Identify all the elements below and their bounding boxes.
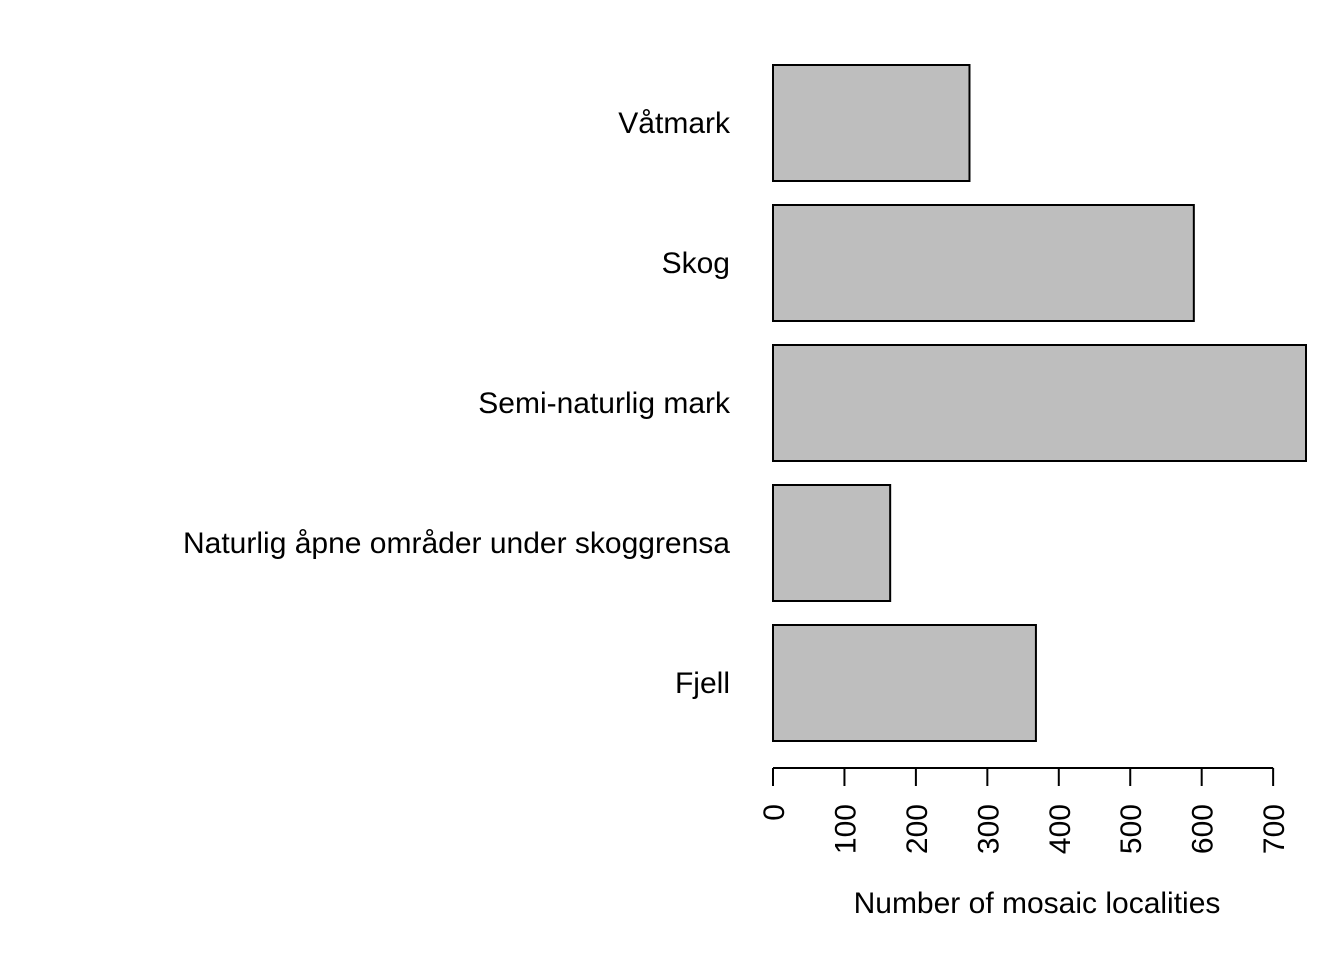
category-label-skog: Skog [662,247,730,280]
x-tick-label: 200 [901,804,934,854]
category-label-semi-naturlig-mark: Semi-naturlig mark [478,387,731,420]
category-label-naturlig-apne-omrader-under-skoggrensa: Naturlig åpne områder under skoggrensa [183,527,730,560]
x-tick-label: 300 [972,804,1005,854]
category-labels-group: Fjell Naturlig åpne områder under skoggre… [183,107,731,700]
bar-semi-naturlig-mark [772,344,1307,462]
x-tick-label: 700 [1258,804,1291,854]
x-axis: 0 100 200 300 400 500 600 700 [758,767,1291,854]
x-tick-label: 400 [1044,804,1077,854]
bar-naturlig-apne-omrader-under-skoggrensa [772,484,892,602]
x-axis-ticks: 0 100 200 300 400 500 600 700 [758,768,1291,854]
bars-group [772,64,1307,742]
x-tick-label: 0 [758,804,791,821]
bar-skog [772,204,1195,322]
bar-vatmark [772,64,971,182]
x-tick-label: 500 [1115,804,1148,854]
x-tick-label: 100 [829,804,862,854]
category-label-vatmark: Våtmark [618,107,731,140]
x-tick-label: 600 [1187,804,1220,854]
bar-fjell [772,624,1037,742]
category-label-fjell: Fjell [675,667,730,700]
x-axis-title: Number of mosaic localities [854,887,1221,920]
